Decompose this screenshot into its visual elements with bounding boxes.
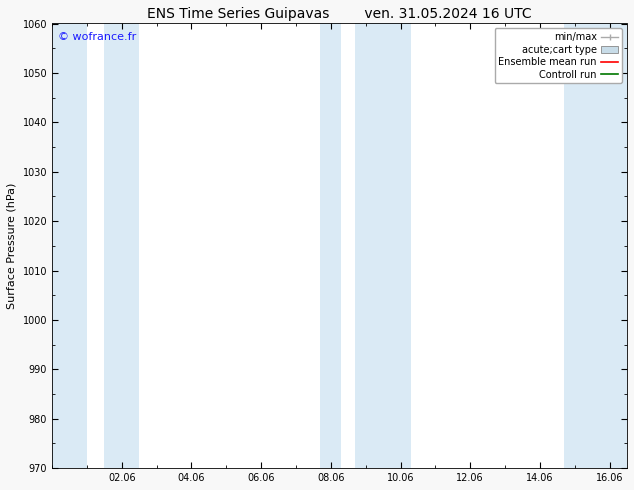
Bar (355, 24, 411, 468)
Bar (104, 24, 139, 468)
Bar (564, 24, 627, 468)
Title: ENS Time Series Guipavas        ven. 31.05.2024 16 UTC: ENS Time Series Guipavas ven. 31.05.2024… (147, 7, 532, 21)
Legend: min/max, acute;cart type, Ensemble mean run, Controll run: min/max, acute;cart type, Ensemble mean … (495, 28, 622, 83)
Text: © wofrance.fr: © wofrance.fr (58, 32, 136, 43)
Bar (320, 24, 341, 468)
Y-axis label: Surface Pressure (hPa): Surface Pressure (hPa) (7, 183, 17, 309)
Bar (52, 24, 87, 468)
